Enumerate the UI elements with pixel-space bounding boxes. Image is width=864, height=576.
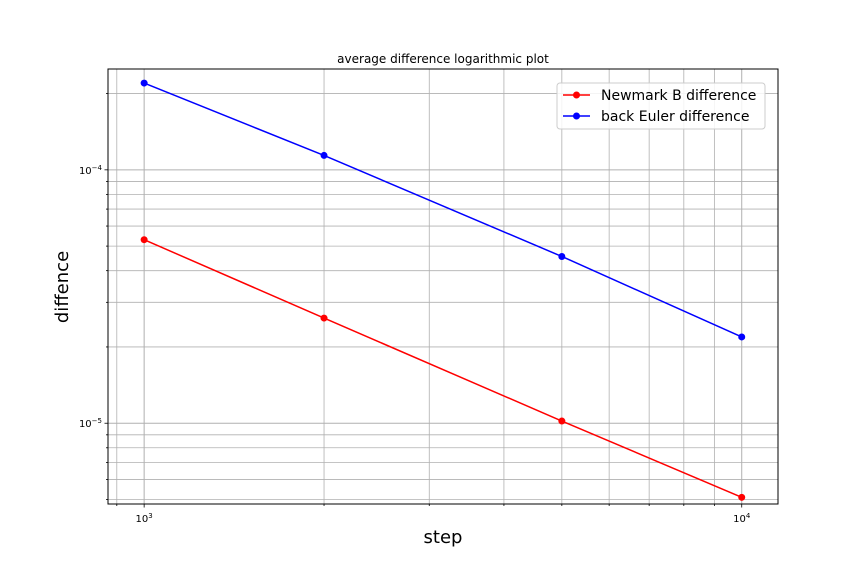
legend-label-newmark: Newmark B difference (601, 88, 756, 104)
data-point (738, 333, 746, 341)
data-point (140, 236, 148, 244)
y-axis-label: diffence (52, 251, 73, 323)
data-point (558, 417, 566, 425)
series-layer (140, 79, 746, 501)
legend-label-euler: back Euler difference (601, 109, 749, 125)
axes-frame (107, 68, 779, 505)
x-axis: 103 104 (116, 504, 751, 525)
data-point (558, 252, 566, 260)
y-tick-label: 10−4 (79, 164, 103, 177)
x-tick-label: 104 (733, 512, 751, 525)
data-point (738, 493, 746, 501)
chart-title: average difference logarithmic plot (337, 52, 549, 66)
data-point (320, 314, 328, 322)
series-line-0 (143, 239, 743, 499)
y-tick-label: 10−5 (79, 417, 102, 430)
y-axis: 10−5 10−4 (79, 93, 108, 500)
data-point (140, 79, 148, 87)
legend-marker-euler (573, 112, 580, 120)
x-tick-label: 103 (136, 512, 153, 525)
legend: Newmark B difference back Euler differen… (556, 82, 766, 130)
data-point (320, 151, 328, 159)
legend-marker-newmark (573, 91, 580, 99)
series-line-1 (143, 82, 743, 338)
grid (108, 69, 778, 504)
x-axis-label: step (424, 527, 463, 548)
legend-box (556, 82, 766, 130)
